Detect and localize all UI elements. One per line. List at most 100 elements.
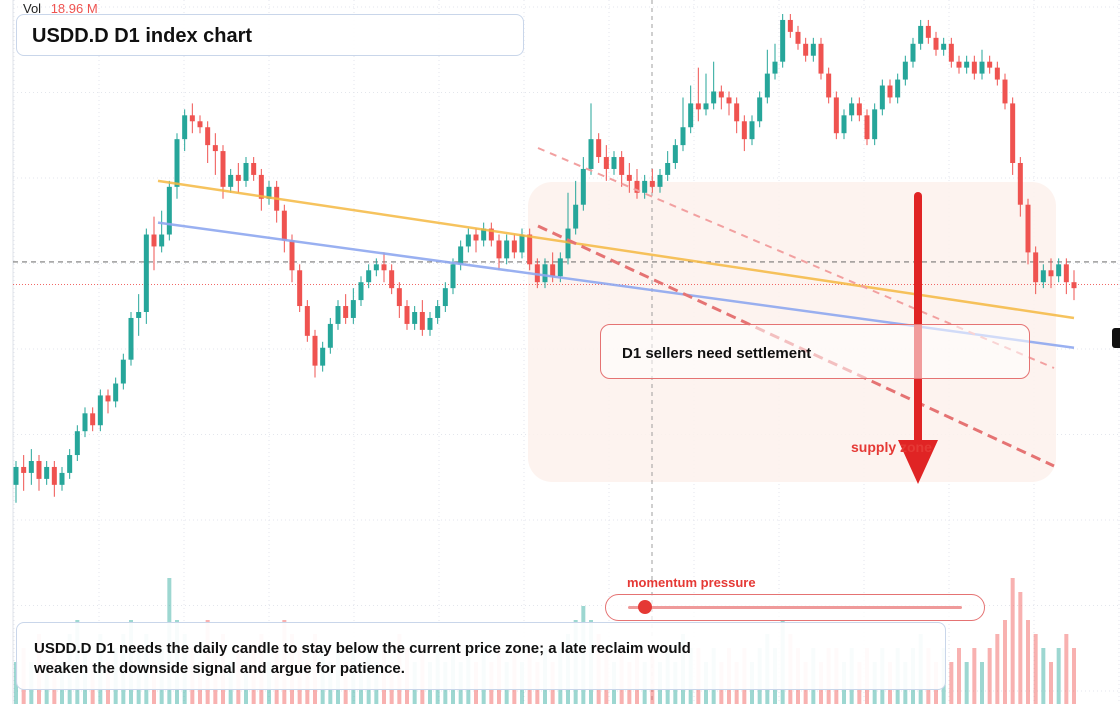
candle-body xyxy=(764,73,770,98)
volume-bar xyxy=(1041,648,1046,704)
candle-body xyxy=(258,174,264,199)
candle-body xyxy=(113,383,119,402)
volume-bar xyxy=(972,648,977,704)
candle-body xyxy=(473,234,479,241)
candle-body xyxy=(557,258,563,277)
candle-body xyxy=(412,312,418,324)
candle-body xyxy=(711,91,717,104)
candle-body xyxy=(289,240,295,271)
candle-body xyxy=(143,234,149,312)
candle-body xyxy=(120,359,126,384)
candle-body xyxy=(105,395,111,402)
candle-body xyxy=(611,157,617,169)
candle-body xyxy=(902,61,908,80)
candle-body xyxy=(343,306,349,318)
candle-body xyxy=(1025,204,1031,253)
candle-body xyxy=(956,61,962,68)
volume-bar xyxy=(1018,592,1023,704)
momentum-slider-knob[interactable] xyxy=(637,600,652,614)
candle-body xyxy=(795,31,801,44)
candle-body xyxy=(941,43,947,50)
candle-body xyxy=(488,228,494,241)
candle-body xyxy=(580,168,586,205)
candle-body xyxy=(28,461,34,473)
candle-body xyxy=(427,317,433,330)
volume-bar xyxy=(1026,620,1030,704)
candle-body xyxy=(626,174,632,181)
candle-body xyxy=(726,97,732,104)
candle-body xyxy=(458,246,464,265)
candle-body xyxy=(366,270,372,283)
candle-body xyxy=(228,174,234,187)
candle-body xyxy=(550,264,556,277)
candle-body xyxy=(703,103,709,110)
candle-body xyxy=(212,145,218,152)
chart-title-box: USDD.D D1 index chart xyxy=(16,14,524,56)
candle-body xyxy=(979,61,985,74)
candle-body xyxy=(450,264,456,289)
candle-body xyxy=(649,180,655,187)
price-scale-marker[interactable] xyxy=(1112,328,1120,348)
candle-body xyxy=(304,306,310,336)
candle-body xyxy=(396,288,402,307)
candle-body xyxy=(925,25,931,38)
candle-body xyxy=(1040,270,1046,283)
candle-body xyxy=(994,67,1000,80)
candle-body xyxy=(159,234,165,247)
candle-body xyxy=(1063,264,1069,283)
candle-body xyxy=(136,312,142,318)
candle-body xyxy=(281,210,287,241)
candle-body xyxy=(381,264,387,271)
candle-body xyxy=(971,61,977,74)
candle-body xyxy=(128,317,134,360)
candle-body xyxy=(741,121,747,140)
candle-body xyxy=(665,163,671,175)
volume-bar xyxy=(1003,620,1007,704)
candle-body xyxy=(235,174,241,181)
volume-bar xyxy=(949,662,954,704)
candle-body xyxy=(964,61,970,68)
candle-body xyxy=(174,139,180,187)
candle-body xyxy=(757,97,763,122)
sellers-note-text: D1 sellers need settlement xyxy=(622,345,812,362)
candle-body xyxy=(810,43,816,56)
candle-body xyxy=(841,115,847,134)
candle-body xyxy=(695,103,701,110)
candle-body xyxy=(826,73,832,98)
bottom-note-box: USDD.D D1 needs the daily candle to stay… xyxy=(16,622,946,690)
candle-body xyxy=(21,466,27,473)
momentum-label: momentum pressure xyxy=(627,575,756,590)
candle-body xyxy=(97,395,103,426)
volume-bar xyxy=(964,662,969,704)
candle-body xyxy=(749,121,755,140)
candle-body xyxy=(849,103,855,116)
candle-body xyxy=(519,234,525,253)
candle-body xyxy=(435,306,441,318)
candle-body xyxy=(1048,270,1054,277)
candle-body xyxy=(59,472,65,485)
volume-label: Vol 18.96 M xyxy=(23,1,98,16)
candle-body xyxy=(243,163,249,181)
candle-body xyxy=(887,85,893,98)
candle-body xyxy=(251,163,257,175)
candle-body xyxy=(803,43,809,56)
volume-bar xyxy=(987,648,992,704)
candle-body xyxy=(987,61,993,68)
momentum-slider[interactable] xyxy=(605,594,985,621)
candle-body xyxy=(780,19,786,62)
candle-body xyxy=(320,347,326,366)
volume-bar xyxy=(1064,634,1069,704)
candle-body xyxy=(419,312,425,330)
candle-body xyxy=(1002,79,1008,104)
bearish-arrow-head xyxy=(898,440,938,484)
candle-body xyxy=(297,270,303,307)
candle-body xyxy=(511,240,517,253)
candle-body xyxy=(833,97,839,134)
candle-body xyxy=(879,85,885,110)
candle-body xyxy=(504,240,510,259)
candle-body xyxy=(1017,163,1023,205)
candle-body xyxy=(734,103,740,122)
candle-body xyxy=(918,25,924,44)
candle-body xyxy=(542,264,548,283)
momentum-slider-track xyxy=(628,606,962,609)
